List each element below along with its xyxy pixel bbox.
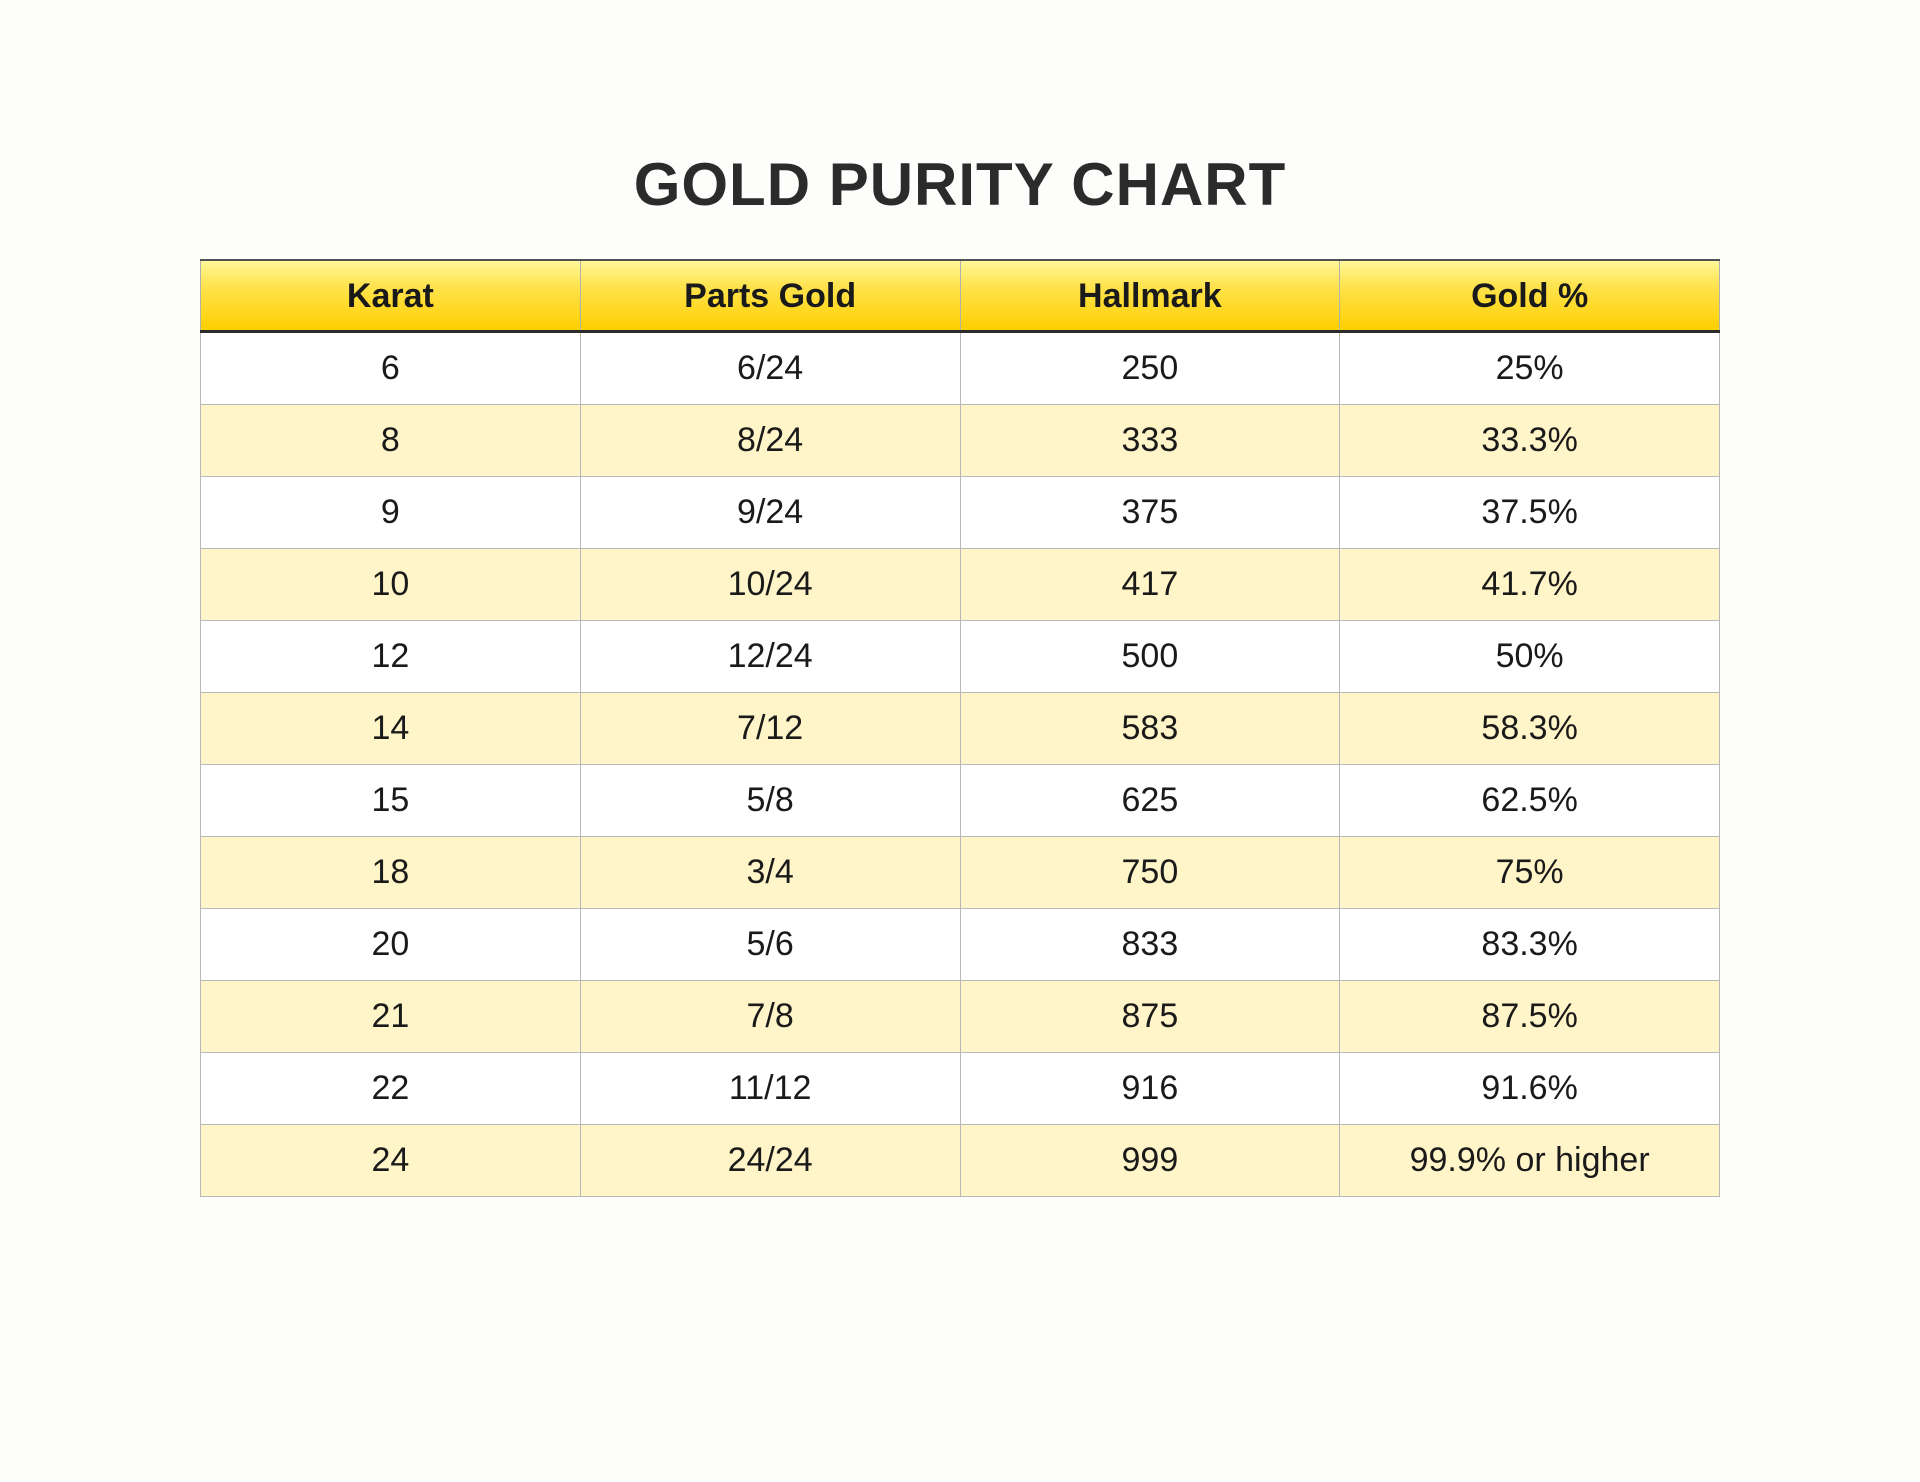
table-cell: 14 xyxy=(201,693,581,765)
table-cell: 10 xyxy=(201,549,581,621)
table-cell: 20 xyxy=(201,909,581,981)
table-cell: 24/24 xyxy=(580,1125,960,1197)
table-row: 1212/2450050% xyxy=(201,621,1720,693)
table-row: 217/887587.5% xyxy=(201,981,1720,1053)
table-cell: 83.3% xyxy=(1340,909,1720,981)
column-header-gold-percent: Gold % xyxy=(1340,260,1720,332)
table-cell: 750 xyxy=(960,837,1340,909)
table-cell: 37.5% xyxy=(1340,477,1720,549)
table-cell: 87.5% xyxy=(1340,981,1720,1053)
table-cell: 15 xyxy=(201,765,581,837)
table-cell: 18 xyxy=(201,837,581,909)
table-cell: 5/6 xyxy=(580,909,960,981)
table-row: 88/2433333.3% xyxy=(201,405,1720,477)
table-cell: 8/24 xyxy=(580,405,960,477)
table-cell: 6/24 xyxy=(580,332,960,405)
table-cell: 21 xyxy=(201,981,581,1053)
table-cell: 7/12 xyxy=(580,693,960,765)
table-cell: 250 xyxy=(960,332,1340,405)
table-cell: 12 xyxy=(201,621,581,693)
table-body: 66/2425025%88/2433333.3%99/2437537.5%101… xyxy=(201,332,1720,1197)
table-cell: 99.9% or higher xyxy=(1340,1125,1720,1197)
chart-title: GOLD PURITY CHART xyxy=(634,150,1287,219)
table-cell: 999 xyxy=(960,1125,1340,1197)
table-row: 99/2437537.5% xyxy=(201,477,1720,549)
column-header-karat: Karat xyxy=(201,260,581,332)
table-row: 155/862562.5% xyxy=(201,765,1720,837)
table-cell: 833 xyxy=(960,909,1340,981)
table-cell: 333 xyxy=(960,405,1340,477)
table-cell: 75% xyxy=(1340,837,1720,909)
table-cell: 625 xyxy=(960,765,1340,837)
table-row: 183/475075% xyxy=(201,837,1720,909)
gold-purity-table: Karat Parts Gold Hallmark Gold % 66/2425… xyxy=(200,259,1720,1197)
table-cell: 24 xyxy=(201,1125,581,1197)
table-row: 66/2425025% xyxy=(201,332,1720,405)
table-cell: 5/8 xyxy=(580,765,960,837)
table-row: 2211/1291691.6% xyxy=(201,1053,1720,1125)
table-cell: 3/4 xyxy=(580,837,960,909)
table-cell: 11/12 xyxy=(580,1053,960,1125)
table-cell: 25% xyxy=(1340,332,1720,405)
table-cell: 875 xyxy=(960,981,1340,1053)
table-cell: 583 xyxy=(960,693,1340,765)
table-cell: 50% xyxy=(1340,621,1720,693)
table-cell: 6 xyxy=(201,332,581,405)
table-cell: 9/24 xyxy=(580,477,960,549)
table-cell: 91.6% xyxy=(1340,1053,1720,1125)
table-cell: 7/8 xyxy=(580,981,960,1053)
table-row: 1010/2441741.7% xyxy=(201,549,1720,621)
column-header-hallmark: Hallmark xyxy=(960,260,1340,332)
table-cell: 916 xyxy=(960,1053,1340,1125)
table-row: 2424/2499999.9% or higher xyxy=(201,1125,1720,1197)
table-cell: 417 xyxy=(960,549,1340,621)
table-cell: 22 xyxy=(201,1053,581,1125)
table-cell: 58.3% xyxy=(1340,693,1720,765)
column-header-parts-gold: Parts Gold xyxy=(580,260,960,332)
table-row: 205/683383.3% xyxy=(201,909,1720,981)
table-row: 147/1258358.3% xyxy=(201,693,1720,765)
table-cell: 500 xyxy=(960,621,1340,693)
table-cell: 10/24 xyxy=(580,549,960,621)
table-cell: 12/24 xyxy=(580,621,960,693)
gold-purity-table-wrap: Karat Parts Gold Hallmark Gold % 66/2425… xyxy=(200,259,1720,1197)
table-cell: 375 xyxy=(960,477,1340,549)
table-cell: 9 xyxy=(201,477,581,549)
table-header-row: Karat Parts Gold Hallmark Gold % xyxy=(201,260,1720,332)
table-cell: 62.5% xyxy=(1340,765,1720,837)
table-cell: 41.7% xyxy=(1340,549,1720,621)
table-cell: 33.3% xyxy=(1340,405,1720,477)
table-cell: 8 xyxy=(201,405,581,477)
